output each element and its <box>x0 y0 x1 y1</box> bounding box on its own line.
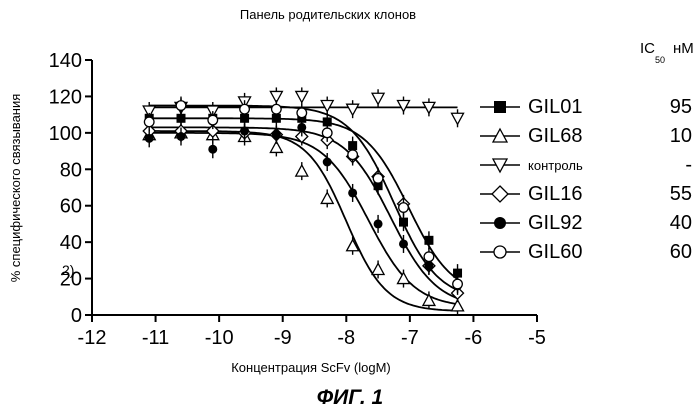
data-point-контроль <box>347 104 359 115</box>
data-point-GIL01 <box>399 218 408 227</box>
y-axis-label: % специфического связывания <box>8 94 23 283</box>
data-point-GIL60 <box>424 252 434 262</box>
x-tick-label: -5 <box>528 327 546 349</box>
data-point-GIL92 <box>145 134 154 143</box>
data-point-GIL92 <box>177 132 186 141</box>
circle-open-icon <box>478 240 522 264</box>
data-point-GIL60 <box>144 117 154 127</box>
data-point-GIL60 <box>348 150 358 160</box>
data-point-GIL01 <box>424 236 433 245</box>
data-point-GIL92 <box>323 158 332 167</box>
data-point-GIL92 <box>208 145 217 154</box>
circle-filled-icon <box>478 211 522 235</box>
data-point-GIL60 <box>322 128 332 138</box>
data-point-GIL60 <box>208 115 218 125</box>
x-tick-label: -8 <box>337 327 355 349</box>
data-point-GIL68 <box>423 294 435 305</box>
data-point-GIL60 <box>240 104 250 114</box>
data-point-GIL92 <box>240 127 249 136</box>
figure-caption: ФИГ. 1 <box>0 386 700 410</box>
x-axis-label: Концентрация ScFv (logM) <box>231 360 391 375</box>
legend-item-gil01: GIL01 95 <box>478 92 700 122</box>
triangle-down-open-icon <box>478 153 522 177</box>
data-point-GIL92 <box>399 239 408 248</box>
data-point-GIL60 <box>399 203 409 213</box>
y-tick-label: 60 <box>60 196 82 218</box>
legend-label: GIL16 <box>528 183 582 206</box>
data-point-GIL60 <box>297 108 307 118</box>
data-point-GIL60 <box>272 104 282 114</box>
y-tick-label: 80 <box>60 159 82 181</box>
x-tick-label: -10 <box>205 327 234 349</box>
legend-ic50-value: 40 <box>670 212 692 235</box>
y-tick-label: 40 <box>60 232 82 254</box>
data-point-контроль <box>398 101 410 112</box>
y-tick-label: 0 <box>71 305 82 327</box>
legend-item-gil60: GIL60 60 <box>478 237 700 267</box>
legend-ic50-value: 95 <box>670 96 692 119</box>
legend-ic50-value: 55 <box>670 183 692 206</box>
y-tick-label: 120 <box>49 86 82 108</box>
data-point-GIL92 <box>272 130 281 139</box>
legend-ic50-value: 60 <box>670 241 692 264</box>
y-tick-label: 100 <box>49 123 82 145</box>
ic-label: IC <box>640 40 655 57</box>
legend-item-gil68: GIL68 10 <box>478 121 700 151</box>
square-filled-icon <box>478 95 522 119</box>
x-tick-label: -12 <box>78 327 107 349</box>
stray-label: 2) <box>62 262 74 278</box>
chart-title: Панель родительских клонов <box>240 7 416 22</box>
data-point-GIL68 <box>372 263 384 274</box>
axes <box>92 60 537 315</box>
x-tick-label: -9 <box>274 327 292 349</box>
data-point-GIL68 <box>296 165 308 176</box>
data-point-GIL92 <box>348 188 357 197</box>
x-tick-label: -6 <box>465 327 483 349</box>
data-point-GIL92 <box>297 123 306 132</box>
data-point-контроль <box>372 93 384 104</box>
legend-label: контроль <box>528 158 583 173</box>
legend-label: GIL01 <box>528 96 582 119</box>
ic-unit: нМ <box>673 40 694 57</box>
data-point-GIL92 <box>374 219 383 228</box>
data-points <box>143 87 463 314</box>
legend-label: GIL68 <box>528 125 582 148</box>
data-point-контроль <box>296 91 308 102</box>
legend-label: GIL92 <box>528 212 582 235</box>
data-point-GIL60 <box>373 174 383 184</box>
legend-item-gil92: GIL92 40 <box>478 208 700 238</box>
legend-item-gil16: GIL16 55 <box>478 179 700 209</box>
tick-marks <box>85 60 537 322</box>
data-point-контроль <box>452 113 464 124</box>
legend-item-control: контроль - <box>478 150 700 180</box>
y-tick-label: 140 <box>49 50 82 72</box>
x-tick-label: -11 <box>142 327 169 349</box>
data-point-GIL60 <box>176 101 186 111</box>
data-point-GIL60 <box>453 279 463 289</box>
legend-ic50-value: - <box>685 154 692 177</box>
legend-ic50-header: IC50нМ <box>640 40 694 57</box>
fit-curve-GIL92 <box>149 133 457 304</box>
diamond-open-icon <box>478 182 522 206</box>
triangle-up-open-icon <box>478 124 522 148</box>
data-point-GIL68 <box>321 192 333 203</box>
x-tick-label: -7 <box>401 327 419 349</box>
legend-label: GIL60 <box>528 241 582 264</box>
data-point-GIL68 <box>398 273 410 284</box>
ic-subscript: 50 <box>655 55 665 65</box>
legend-ic50-value: 10 <box>670 125 692 148</box>
data-point-контроль <box>321 101 333 112</box>
